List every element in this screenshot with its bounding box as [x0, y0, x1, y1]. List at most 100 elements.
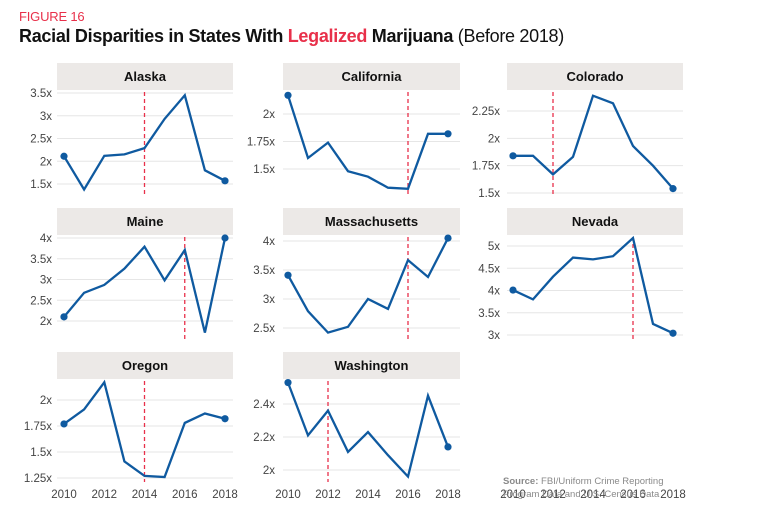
- x-tick-label: 2016: [172, 489, 198, 501]
- panel-title: Nevada: [572, 214, 619, 229]
- source-text: FBI/Uniform Crime Reporting Program Data…: [503, 476, 664, 500]
- y-tick-label: 2.5x: [253, 323, 275, 335]
- y-tick-label: 2x: [40, 395, 52, 407]
- panel-header: [507, 208, 683, 235]
- source-note: Source: FBI/Uniform Crime Reporting Prog…: [503, 475, 693, 501]
- endpoint-marker: [444, 130, 452, 138]
- panel-header: [57, 352, 233, 379]
- y-tick-label: 1.5x: [253, 164, 275, 176]
- x-tick-label: 2016: [620, 489, 646, 501]
- series-line: [63, 237, 227, 333]
- panel-oregon: Oregon 1.25x 1.5x 1.75x 2x 2010 2012 2014 2016 20…: [24, 352, 238, 501]
- x-tick-label: 2018: [435, 489, 461, 501]
- figure-label: FIGURE 16: [19, 9, 85, 24]
- source-label: Source:: [503, 476, 539, 487]
- endpoint-marker: [60, 152, 68, 160]
- series-line: [513, 94, 674, 190]
- y-tick-label: 1.75x: [24, 421, 52, 433]
- y-tick-label: 3x: [40, 111, 52, 123]
- panel-title: Massachusetts: [325, 214, 418, 229]
- series-line: [286, 94, 448, 190]
- endpoint-marker: [669, 185, 677, 193]
- y-tick-label: 4x: [488, 286, 500, 298]
- series-line: [512, 235, 674, 335]
- endpoint-marker: [221, 234, 229, 242]
- panel-header: [57, 208, 233, 235]
- x-tick-label: 2016: [395, 489, 421, 501]
- y-tick-label: 4.5x: [478, 263, 500, 275]
- panel-title: Maine: [127, 214, 164, 229]
- panel-header: [507, 63, 683, 90]
- x-tick-label: 2014: [580, 489, 606, 501]
- panel-colorado: Colorado 1.5x 1.75x 2x 2.25x: [472, 63, 683, 200]
- panel-washington: Washington 2x 2.2x 2.4x 2010 2012 2014 2016 2018: [253, 352, 461, 501]
- endpoint-marker: [509, 152, 517, 160]
- title-part-1: Racial Disparities in States With: [19, 26, 288, 46]
- x-tick-label: 2010: [500, 489, 526, 501]
- x-tick-label: 2014: [355, 489, 381, 501]
- x-tick-label: 2012: [315, 489, 341, 501]
- y-tick-label: 3x: [40, 275, 52, 287]
- y-tick-label: 3x: [488, 330, 500, 342]
- y-tick-label: 1.25x: [24, 473, 52, 485]
- endpoint-marker: [221, 415, 229, 423]
- y-tick-label: 5x: [488, 241, 500, 253]
- y-tick-label: 2x: [263, 109, 275, 121]
- series-line: [286, 382, 450, 479]
- y-tick-label: 4x: [263, 236, 275, 248]
- endpoint-marker: [60, 313, 68, 321]
- y-tick-label: 1.75x: [247, 137, 275, 149]
- endpoint-marker: [669, 329, 677, 337]
- y-tick-label: 3.5x: [30, 88, 52, 100]
- endpoint-marker: [284, 91, 292, 99]
- panel-massachusetts: Massachusetts 2.5x 3x 3.5x 4x: [253, 208, 460, 340]
- panel-california: California 1.5x 1.75x 2x: [247, 63, 460, 195]
- series-line: [63, 92, 226, 192]
- x-tick-label: 2018: [660, 489, 686, 501]
- y-tick-label: 2x: [488, 133, 500, 145]
- panel-header: [283, 208, 460, 235]
- title-part-2: Marijuana: [367, 26, 454, 46]
- y-tick-label: 2x: [40, 156, 52, 168]
- title-part-3: (Before 2018): [453, 26, 564, 46]
- y-tick-label: 2x: [40, 316, 52, 328]
- x-tick-label: 2018: [212, 489, 238, 501]
- panel-nevada: Nevada 3x 3.5x 4x 4.5x 5x 2010 2012 2014 2016 2018: [478, 208, 686, 501]
- y-tick-label: 3.5x: [30, 254, 52, 266]
- panel-title: California: [342, 69, 403, 84]
- title-accent: Legalized: [287, 26, 368, 46]
- panel-maine: Maine 2x 2.5x 3x 3.5x 4x: [30, 208, 233, 340]
- x-tick-label: 2012: [540, 489, 566, 501]
- y-tick-label: 4x: [40, 233, 52, 245]
- series-line: [63, 379, 226, 479]
- endpoint-marker: [509, 286, 517, 294]
- y-tick-label: 1.5x: [30, 179, 52, 191]
- y-tick-label: 3.5x: [478, 308, 500, 320]
- series-line: [286, 237, 450, 334]
- endpoint-marker: [444, 443, 452, 451]
- panel-title: Colorado: [566, 69, 623, 84]
- endpoint-marker: [284, 271, 292, 279]
- y-tick-label: 2.5x: [30, 295, 52, 307]
- x-tick-label: 2012: [91, 489, 117, 501]
- panel-title: Alaska: [124, 69, 167, 84]
- y-tick-label: 1.75x: [472, 161, 500, 173]
- endpoint-marker: [284, 378, 292, 387]
- panel-header: [283, 352, 460, 379]
- endpoint-marker: [221, 177, 229, 185]
- figure-title: Racial Disparities in States With Legali…: [19, 26, 564, 47]
- x-tick-label: 2010: [51, 489, 77, 501]
- y-tick-label: 2.5x: [30, 134, 52, 146]
- x-tick-label: 2010: [275, 489, 301, 501]
- x-tick-label: 2014: [132, 489, 158, 501]
- y-tick-label: 2.25x: [472, 106, 500, 118]
- panel-title: Washington: [335, 358, 409, 373]
- y-tick-label: 2x: [263, 465, 275, 477]
- y-tick-label: 2.2x: [253, 432, 275, 444]
- panel-header: [283, 63, 460, 90]
- y-tick-label: 3.5x: [253, 265, 275, 277]
- panel-alaska: Alaska 1.5x 2x 2.5x 3x 3.5x: [30, 63, 233, 195]
- endpoint-marker: [60, 420, 68, 428]
- panel-header: [57, 63, 233, 90]
